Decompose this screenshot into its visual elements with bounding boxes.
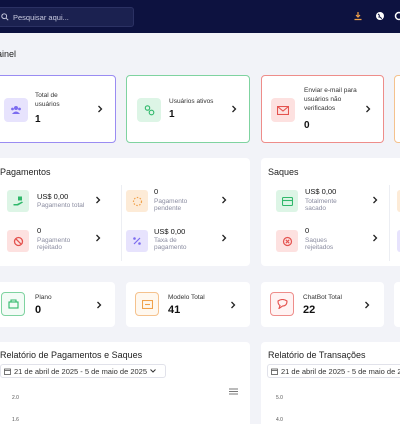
chevron-right-icon bbox=[220, 196, 228, 204]
stat-label: Enviar e-mail para usuários não verifica… bbox=[304, 87, 357, 112]
divider bbox=[389, 185, 390, 261]
settings-icon[interactable] bbox=[392, 9, 400, 23]
card-value: 22 bbox=[303, 304, 316, 316]
chevron-right-icon bbox=[371, 234, 379, 242]
stat-card-partial[interactable] bbox=[394, 75, 400, 143]
chart-menu-icon[interactable] bbox=[229, 382, 238, 395]
payment-label: Pagamento pendente bbox=[154, 198, 188, 212]
chevron-right-icon bbox=[95, 301, 103, 309]
date-range-select[interactable]: 21 de abril de 2025 - 5 de maio de 2025 bbox=[0, 364, 166, 378]
card-label: Plano bbox=[35, 294, 52, 301]
partial-icon bbox=[397, 230, 400, 252]
card-plan[interactable]: Plano 0 bbox=[0, 282, 115, 327]
user-check-icon bbox=[137, 98, 161, 122]
withdrawal-label: Totalmente sacado bbox=[305, 198, 337, 212]
chevron-right-icon bbox=[220, 234, 228, 242]
stat-label: Usuários ativos bbox=[169, 98, 214, 105]
report-title: Relatório de Transações bbox=[268, 350, 366, 360]
search-placeholder: Pesquisar aqui... bbox=[13, 12, 69, 22]
report-payments-withdrawals: Relatório de Pagamentos e Saques 21 de a… bbox=[0, 342, 250, 424]
chevron-right-icon bbox=[94, 196, 102, 204]
payment-value: 0 bbox=[154, 187, 159, 196]
stat-card-total-users[interactable]: Total de usuários 1 bbox=[0, 75, 116, 143]
page-title: ainel bbox=[0, 49, 17, 59]
card-partial[interactable] bbox=[394, 282, 400, 327]
payment-item-rejected[interactable]: 0 Pagamento rejeitado bbox=[0, 225, 121, 263]
spinner-icon bbox=[126, 190, 148, 212]
card-label: Modelo Total bbox=[168, 294, 205, 301]
plan-icon bbox=[1, 292, 25, 316]
y-tick-label: 2.0 bbox=[12, 395, 19, 401]
hand-money-icon bbox=[7, 190, 29, 212]
payment-label: Pagamento rejeitado bbox=[37, 237, 71, 251]
card-icon bbox=[276, 190, 298, 212]
payments-title: Pagamentos bbox=[0, 167, 51, 177]
chevron-right-icon bbox=[363, 301, 371, 309]
search-input[interactable]: Pesquisar aqui... bbox=[0, 7, 134, 27]
date-range-select[interactable]: 21 de abril de 2025 - 5 de maio de 2025 bbox=[267, 364, 400, 378]
withdrawal-item-total[interactable]: US$ 0,00 Totalmente sacado bbox=[261, 185, 388, 223]
download-icon[interactable] bbox=[351, 9, 365, 23]
stat-value: 0 bbox=[304, 120, 310, 131]
ban-icon bbox=[7, 230, 29, 252]
chevron-right-icon bbox=[229, 301, 237, 309]
card-templates[interactable]: Modelo Total 41 bbox=[126, 282, 250, 327]
payment-item-total[interactable]: US$ 0,00 Pagamento total bbox=[0, 185, 121, 223]
template-icon bbox=[135, 292, 159, 316]
users-icon bbox=[4, 98, 28, 122]
chevron-right-icon bbox=[96, 105, 104, 113]
chevron-right-icon bbox=[371, 196, 379, 204]
card-value: 41 bbox=[168, 304, 181, 316]
y-tick-label: 4.0 bbox=[276, 417, 283, 423]
calendar-icon bbox=[271, 368, 278, 375]
stat-value: 1 bbox=[35, 114, 41, 125]
card-value: 0 bbox=[35, 304, 42, 316]
payment-value: 0 bbox=[37, 226, 42, 235]
report-title: Relatório de Pagamentos e Saques bbox=[0, 350, 143, 360]
withdrawal-label: Saques rejeitados bbox=[305, 237, 334, 251]
chevron-right-icon bbox=[364, 105, 372, 113]
chevron-down-icon bbox=[150, 369, 156, 373]
payment-value: US$ 0,00 bbox=[37, 192, 69, 201]
payment-item-fee[interactable]: US$ 0,00 Taxa de pagamento bbox=[122, 225, 250, 263]
payment-label: Pagamento total bbox=[37, 202, 85, 209]
withdrawals-panel: Saques US$ 0,00 Totalmente sacado 0 Saqu… bbox=[261, 158, 400, 266]
withdrawals-title: Saques bbox=[268, 167, 299, 177]
chevron-right-icon bbox=[230, 105, 238, 113]
payment-value: US$ 0,00 bbox=[154, 227, 186, 236]
payment-label: Taxa de pagamento bbox=[154, 237, 187, 251]
calendar-icon bbox=[4, 368, 11, 375]
percent-icon bbox=[126, 230, 148, 252]
stat-value: 1 bbox=[169, 109, 175, 120]
y-tick-label: 5.0 bbox=[276, 395, 283, 401]
stat-card-active-users[interactable]: Usuários ativos 1 bbox=[126, 75, 250, 143]
top-bar: Pesquisar aqui... bbox=[0, 0, 400, 33]
divider bbox=[121, 185, 122, 261]
globe-icon[interactable] bbox=[373, 9, 387, 23]
card-label: ChatBot Total bbox=[303, 294, 342, 301]
stat-label: Total de usuários bbox=[35, 92, 60, 108]
chatbot-icon bbox=[270, 292, 294, 316]
withdrawal-value: 0 bbox=[305, 226, 310, 235]
partial-icon bbox=[397, 190, 400, 212]
payments-panel: Pagamentos US$ 0,00 Pagamento total 0 Pa… bbox=[0, 158, 250, 266]
mail-icon bbox=[271, 98, 295, 122]
payment-item-pending[interactable]: 0 Pagamento pendente bbox=[122, 185, 250, 223]
y-tick-label: 1.6 bbox=[12, 417, 19, 423]
search-icon bbox=[1, 12, 10, 22]
withdrawal-item-rejected[interactable]: 0 Saques rejeitados bbox=[261, 225, 388, 263]
stat-card-unverified-users[interactable]: Enviar e-mail para usuários não verifica… bbox=[261, 75, 384, 143]
chevron-right-icon bbox=[94, 234, 102, 242]
report-transactions: Relatório de Transações 21 de abril de 2… bbox=[261, 342, 400, 424]
x-circle-icon bbox=[276, 230, 298, 252]
date-range-text: 21 de abril de 2025 - 5 de maio de 2025 bbox=[14, 366, 148, 376]
date-range-text: 21 de abril de 2025 - 5 de maio de 2025 bbox=[281, 366, 400, 376]
card-chatbots[interactable]: ChatBot Total 22 bbox=[261, 282, 384, 327]
withdrawal-value: US$ 0,00 bbox=[305, 187, 337, 196]
